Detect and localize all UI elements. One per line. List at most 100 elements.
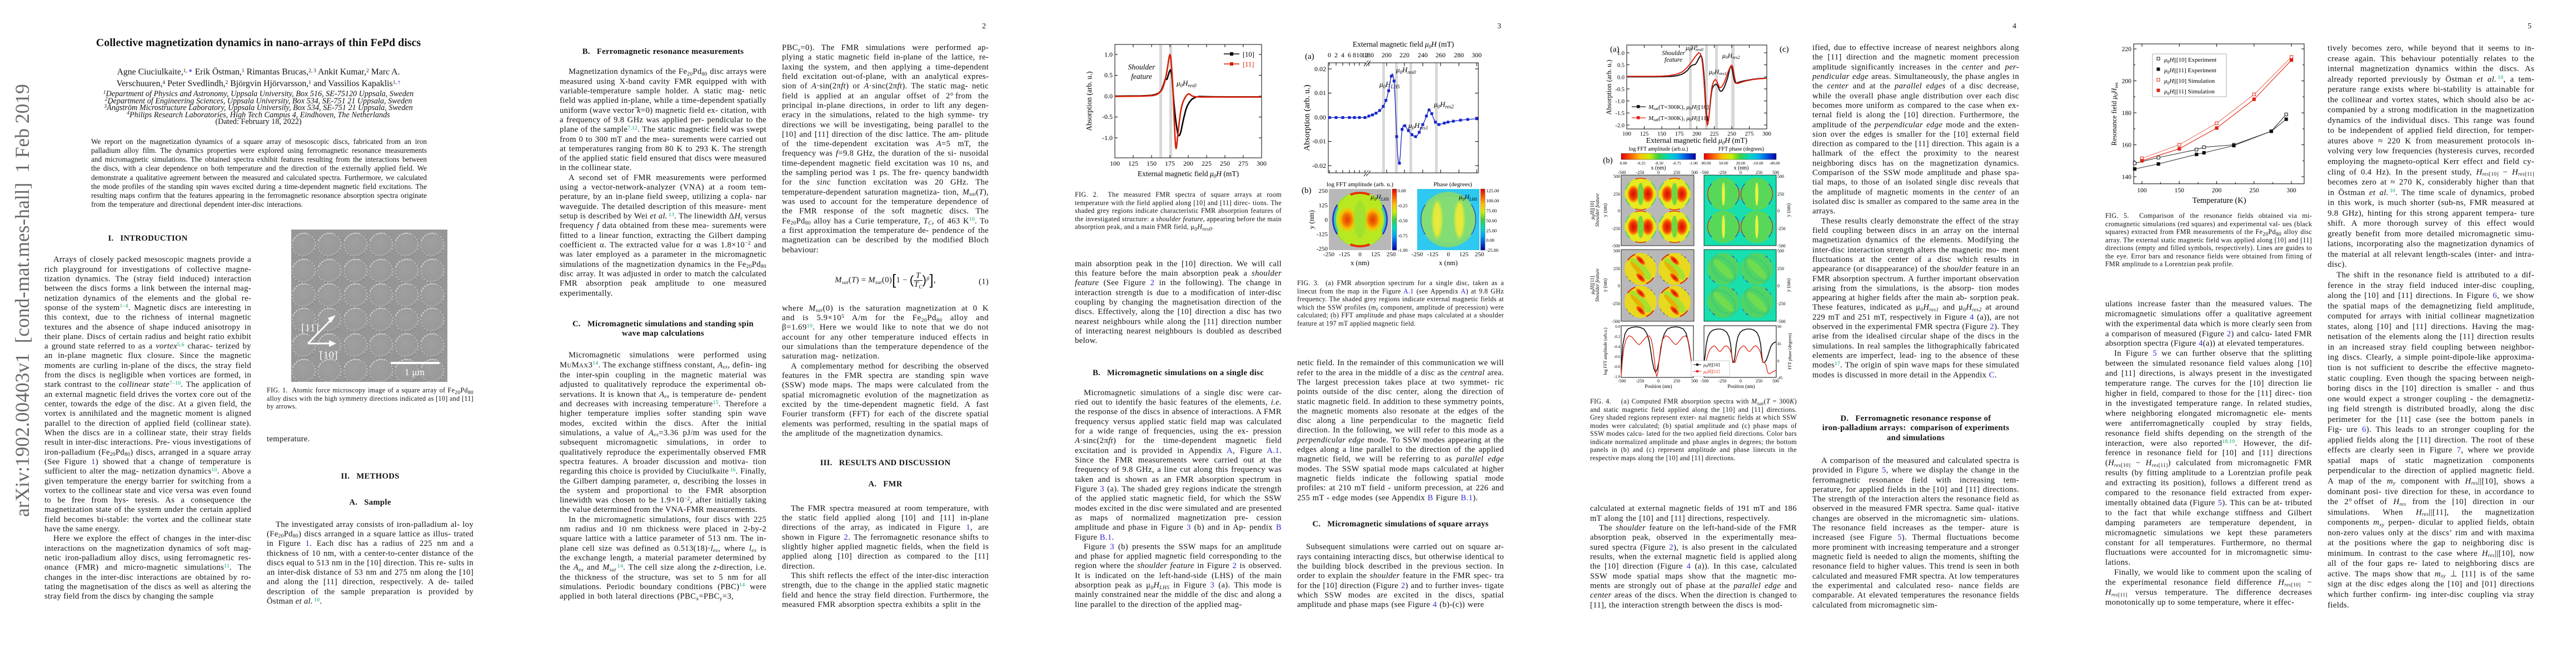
svg-text:6: 6 <box>1348 51 1351 59</box>
svg-text:-250: -250 <box>1718 379 1727 384</box>
svg-text:-10.00: -10.00 <box>1752 161 1763 166</box>
svg-text:45: 45 <box>1777 342 1782 346</box>
svg-text:50.00: 50.00 <box>1486 218 1497 223</box>
svg-text:log FFT amplitude (arb.u.): log FFT amplitude (arb.u.) <box>1603 327 1608 375</box>
svg-text:0.0: 0.0 <box>1617 74 1625 81</box>
svg-text:Shoulder feature: Shoulder feature <box>1595 193 1600 227</box>
svg-text:250: 250 <box>1673 170 1680 175</box>
svg-text:0: 0 <box>1740 379 1742 384</box>
svg-text:μ0H||[10] Experiment: μ0H||[10] Experiment <box>2164 57 2216 64</box>
svg-text:-0.75: -0.75 <box>1672 161 1681 166</box>
svg-text:0.00: 0.00 <box>1398 188 1406 193</box>
svg-text:-1.5: -1.5 <box>1615 111 1625 117</box>
svg-text:-1.00: -1.00 <box>1689 161 1698 166</box>
svg-text:μ0H||[11] Simulation: μ0H||[11] Simulation <box>2164 88 2215 96</box>
svg-text:Resonance field μ0Hres: Resonance field μ0Hres <box>2110 82 2119 146</box>
svg-text:500: 500 <box>1772 170 1779 175</box>
svg-text:250: 250 <box>1756 170 1762 175</box>
svg-text:75.00: 75.00 <box>1486 208 1497 213</box>
svg-text:200: 200 <box>1183 160 1193 167</box>
svg-text:150: 150 <box>2175 187 2185 194</box>
svg-text:-125: -125 <box>1427 251 1439 258</box>
svg-text:[11]: [11] <box>1243 61 1254 68</box>
svg-text:220: 220 <box>1399 51 1409 59</box>
svg-text:-250: -250 <box>1636 379 1645 384</box>
svg-text:feature: feature <box>1131 72 1152 81</box>
svg-text:y (nm): y (nm) <box>1602 278 1608 292</box>
svg-text:Temperature (K): Temperature (K) <box>2193 196 2246 205</box>
svg-text:External magnetic field μ0H (m: External magnetic field μ0H (mT) <box>1353 40 1454 49</box>
svg-text:Phase (degrees): Phase (degrees) <box>1433 181 1472 188</box>
svg-text:180: 180 <box>1364 51 1374 59</box>
svg-text:240: 240 <box>1418 51 1428 59</box>
svg-text:500: 500 <box>1691 379 1698 384</box>
svg-text:0: 0 <box>1618 208 1620 213</box>
svg-text:275: 275 <box>1238 160 1248 167</box>
svg-text:-500: -500 <box>1618 170 1626 175</box>
svg-text:-0.25: -0.25 <box>1398 203 1408 208</box>
svg-text:FFT phase (degrees): FFT phase (degrees) <box>1718 146 1764 152</box>
svg-text:500: 500 <box>1613 248 1620 253</box>
svg-text:μ0Hres0: μ0Hres0 <box>1176 79 1197 88</box>
svg-text:-250: -250 <box>1718 170 1727 175</box>
svg-text:0.0: 0.0 <box>1615 325 1620 329</box>
svg-text:FFT phase (degrees): FFT phase (degrees) <box>1787 333 1792 370</box>
svg-text:0.00: 0.00 <box>1620 161 1627 166</box>
svg-text:4: 4 <box>1341 51 1344 59</box>
svg-text:150: 150 <box>1657 131 1666 137</box>
svg-text:300: 300 <box>1472 51 1482 59</box>
svg-text:feature: feature <box>1665 57 1682 63</box>
svg-text:μ0H||[11] Experiment: μ0H||[11] Experiment <box>2164 67 2216 75</box>
svg-text:0: 0 <box>1777 359 1780 364</box>
svg-text:125.00: 125.00 <box>1486 188 1499 193</box>
svg-text:Shoulder: Shoulder <box>1128 63 1155 71</box>
svg-text:-0.02: -0.02 <box>1312 162 1326 170</box>
svg-text:0: 0 <box>1657 170 1660 175</box>
svg-text:0: 0 <box>1447 251 1450 258</box>
svg-text:-0.01: -0.01 <box>1312 137 1326 145</box>
svg-text:log FFT amplitude (arb. u.): log FFT amplitude (arb. u.) <box>1327 181 1394 188</box>
svg-text:0: 0 <box>1777 283 1780 288</box>
svg-text:(a): (a) <box>1305 52 1314 61</box>
svg-text:0: 0 <box>1358 251 1362 258</box>
svg-text:140: 140 <box>2122 174 2132 181</box>
svg-text:-1.0: -1.0 <box>1102 134 1113 142</box>
svg-text:-250: -250 <box>1317 246 1328 252</box>
svg-text:100: 100 <box>2137 187 2147 194</box>
svg-text:220: 220 <box>2122 46 2132 53</box>
svg-text:-0.2: -0.2 <box>1614 335 1621 339</box>
svg-text:20.00: 20.00 <box>1736 161 1746 166</box>
svg-text:0.01: 0.01 <box>1314 89 1326 97</box>
svg-text:1.0: 1.0 <box>1104 51 1113 58</box>
svg-text:-500: -500 <box>1612 243 1620 248</box>
svg-text:log FFT amplitude (arb.u.): log FFT amplitude (arb.u.) <box>1629 146 1688 152</box>
svg-text:250: 250 <box>1777 266 1784 271</box>
svg-text:150: 150 <box>1147 160 1157 167</box>
svg-text:250: 250 <box>1613 266 1620 271</box>
svg-text:50.00: 50.00 <box>1719 161 1728 166</box>
svg-text:175: 175 <box>1675 131 1684 137</box>
svg-text:External magnetic field μ0H (m: External magnetic field μ0H (mT) <box>1646 136 1747 146</box>
svg-text:-250: -250 <box>1777 301 1786 306</box>
svg-text:125: 125 <box>1459 251 1469 258</box>
svg-text:260: 260 <box>1436 51 1446 59</box>
svg-text:y (nm): y (nm) <box>1308 210 1316 229</box>
svg-text:275: 275 <box>1745 131 1754 137</box>
svg-text:12: 12 <box>1362 51 1368 59</box>
svg-text:y (nm): y (nm) <box>1602 203 1608 217</box>
svg-text:Absorption (arb. u.): Absorption (arb. u.) <box>1085 71 1093 131</box>
svg-text:x (nm): x (nm) <box>1351 259 1369 267</box>
svg-text:500: 500 <box>1613 174 1620 179</box>
svg-text:0.00: 0.00 <box>1486 237 1494 243</box>
svg-text:y (nm): y (nm) <box>1786 203 1791 217</box>
svg-text:250: 250 <box>1319 188 1328 195</box>
svg-text:-250: -250 <box>1323 251 1335 258</box>
svg-text:μ0Hres2: μ0Hres2 <box>1433 100 1454 109</box>
svg-text:300: 300 <box>2286 187 2296 194</box>
svg-text:-1.00: -1.00 <box>1398 247 1408 253</box>
svg-text:x (nm): x (nm) <box>1651 165 1666 171</box>
svg-text:-0.50: -0.50 <box>1398 218 1408 223</box>
svg-text:-500: -500 <box>1701 379 1709 384</box>
svg-text:10: 10 <box>1356 51 1363 59</box>
svg-text:-125: -125 <box>1317 231 1328 238</box>
